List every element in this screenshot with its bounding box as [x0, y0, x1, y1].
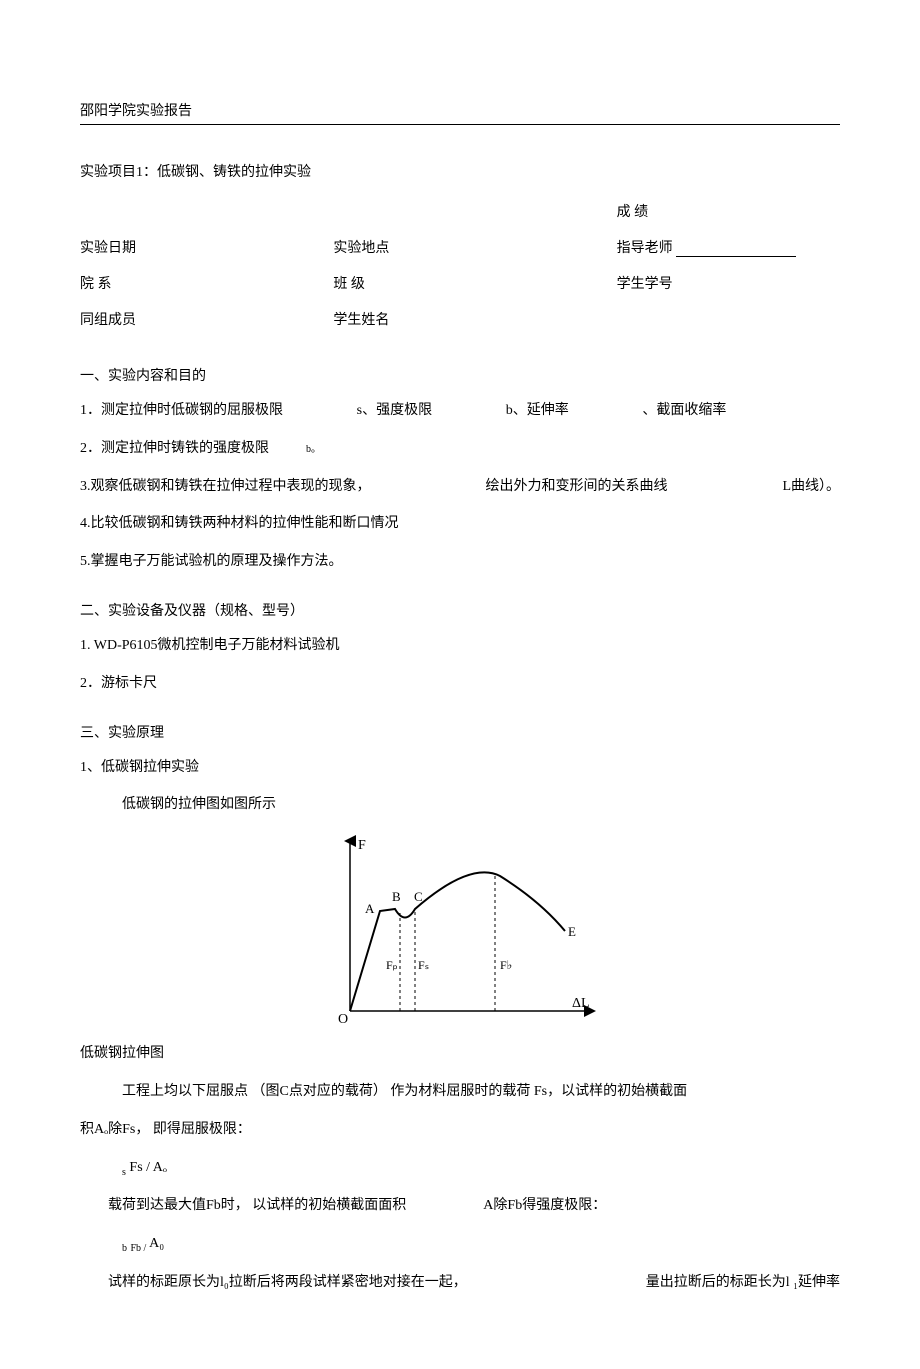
section2-item2: 2．游标卡尺	[80, 672, 840, 696]
s1r1d: 、截面收缩率	[642, 399, 726, 423]
para1b: 积Aₒ除Fs， 即得屈服极限：	[80, 1118, 840, 1142]
para2b: A除Fb得强度极限：	[483, 1198, 606, 1213]
section3-sub1: 1、低碳钢拉伸实验	[80, 756, 840, 780]
y-label: F	[358, 838, 366, 853]
score-label: 成 绩	[587, 201, 840, 221]
formula2-b: Fb /	[131, 1243, 147, 1254]
section1-row5: 5.掌握电子万能试验机的原理及操作方法。	[80, 550, 840, 574]
s1r3a: 3.观察低碳钢和铸铁在拉伸过程中表现的现象，	[80, 475, 371, 499]
section1-row3: 3.观察低碳钢和铸铁在拉伸过程中表现的现象， 绘出外力和变形间的关系曲线 L曲线…	[80, 475, 840, 499]
fb-label: F♭	[500, 958, 512, 972]
formula1-sub: s	[122, 1166, 126, 1177]
pointC: C	[414, 889, 423, 904]
s1r2a: 2．测定拉伸时铸铁的强度极限	[80, 441, 269, 456]
fp-label: Fₚ	[386, 958, 398, 972]
team-label: 同组成员	[80, 309, 333, 329]
para3: 试样的标距原长为l₀拉断后将两段试样紧密地对接在一起， 量出拉断后的标距长为l …	[80, 1271, 840, 1295]
section1-row1: 1．测定拉伸时低碳钢的屈服极限 s、强度极限 b、延伸率 、截面收缩率	[80, 399, 840, 423]
student-name-label: 学生姓名	[333, 309, 586, 329]
para2: 载荷到达最大值Fb时， 以试样的初始横截面面积 A除Fb得强度极限：	[80, 1194, 840, 1218]
para1a: 工程上均以下屈服点 （图C点对应的载荷） 作为材料屈服时的载荷 Fs，以试样的初…	[80, 1080, 840, 1104]
pointB: B	[392, 889, 401, 904]
s1r1c: b、延伸率	[506, 399, 569, 423]
section2-heading: 二、实验设备及仪器（规格、型号）	[80, 600, 840, 620]
class-label: 班 级	[333, 273, 586, 293]
formula2-a: b	[122, 1243, 127, 1254]
formula2-c: A₀	[149, 1236, 164, 1251]
figure-caption: 低碳钢拉伸图	[80, 1042, 840, 1066]
section3-heading: 三、实验原理	[80, 722, 840, 742]
section1-row4: 4.比较低碳钢和铸铁两种材料的拉伸性能和断口情况	[80, 512, 840, 536]
s1r1b: s、强度极限	[357, 399, 432, 423]
tensile-svg: F ΔL O A B C E Fₚ Fₛ F♭	[310, 831, 610, 1031]
dept-label: 院 系	[80, 273, 333, 293]
x-label: ΔL	[572, 996, 590, 1011]
stress-strain-curve	[350, 873, 565, 1012]
location-label: 实验地点	[333, 237, 586, 257]
student-id-label: 学生学号	[587, 273, 840, 293]
teacher-underline	[676, 242, 796, 257]
s1r1a: 1．测定拉伸时低碳钢的屈服极限	[80, 399, 283, 423]
s1r3c: L曲线）。	[782, 475, 840, 499]
formula1: s Fs / Aₒ	[80, 1156, 840, 1181]
teacher-label: 指导老师	[617, 241, 673, 256]
report-header: 邵阳学院实验报告	[80, 100, 840, 125]
experiment-title: 实验项目1：低碳钢、铸铁的拉伸实验	[80, 161, 840, 181]
section2-item1: 1. WD-P6105微机控制电子万能材料试验机	[80, 634, 840, 658]
section3-intro: 低碳钢的拉伸图如图所示	[80, 793, 840, 817]
fs-label: Fₛ	[418, 958, 429, 972]
origin-label: O	[338, 1012, 348, 1027]
pointE: E	[568, 924, 576, 939]
para3a: 试样的标距原长为l₀拉断后将两段试样紧密地对接在一起，	[80, 1271, 467, 1295]
date-label: 实验日期	[80, 237, 333, 257]
meta-grid: 成 绩 实验日期 实验地点 指导老师 院 系 班 级 学生学号 同组成员 学生姓…	[80, 201, 840, 329]
formula1-body: Fs / Aₒ	[129, 1160, 167, 1175]
para3b: 量出拉断后的标距长为l ₁延伸率	[618, 1271, 840, 1295]
tensile-figure: F ΔL O A B C E Fₚ Fₛ F♭	[80, 831, 840, 1036]
s1r3b: 绘出外力和变形间的关系曲线	[485, 475, 667, 499]
section1-row2: 2．测定拉伸时铸铁的强度极限 b。	[80, 437, 840, 461]
formula2: b Fb / A₀	[80, 1232, 840, 1257]
s1r2b: b。	[306, 444, 321, 455]
pointA: A	[365, 901, 375, 916]
section1-heading: 一、实验内容和目的	[80, 365, 840, 385]
para2a: 载荷到达最大值Fb时， 以试样的初始横截面面积	[108, 1198, 406, 1213]
